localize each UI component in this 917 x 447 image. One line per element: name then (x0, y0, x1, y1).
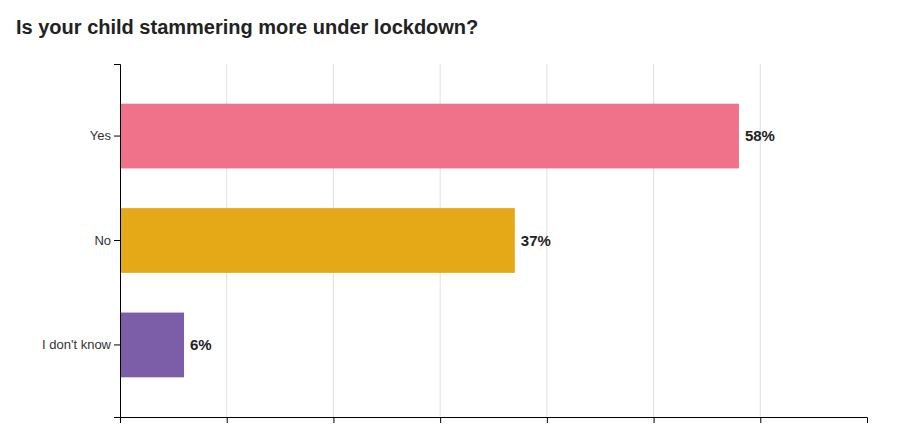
y-tick-mark (114, 136, 120, 137)
y-tick-label: I don't know (42, 337, 112, 352)
title: Is your child stammering more under lock… (16, 16, 478, 38)
y-axis-line (114, 65, 121, 418)
x-tick-mark (333, 417, 334, 423)
y-axis: I don't know No Yes (42, 65, 120, 418)
x-tick-mark (760, 417, 761, 423)
y-tick: No (94, 233, 120, 248)
x-tick (333, 417, 334, 423)
bar (120, 104, 739, 169)
y-tick-mark (114, 344, 120, 345)
x-tick (440, 417, 441, 423)
x-tick (547, 417, 548, 423)
x-tick (654, 417, 655, 423)
x-tick-mark (654, 417, 655, 423)
data-labels: 6% 37% 58% (190, 127, 775, 353)
bars (120, 104, 739, 378)
grid-line (760, 64, 761, 417)
x-tick (227, 417, 228, 423)
y-tick-label: Yes (90, 128, 112, 143)
x-tick (760, 417, 761, 423)
y-tick-label: No (94, 233, 111, 248)
y-tick: Yes (90, 128, 120, 143)
y-tick-mark (114, 240, 120, 241)
x-tick-mark (227, 417, 228, 423)
plot: I don't know No Yes 6% 37% 58% (42, 64, 867, 423)
bar (120, 313, 184, 378)
bar (120, 208, 515, 273)
chart: Is your child stammering more under lock… (0, 0, 917, 447)
x-tick-mark (547, 417, 548, 423)
x-tick-mark (440, 417, 441, 423)
x-axis (121, 417, 868, 423)
data-label: 6% (190, 336, 212, 353)
data-label: 37% (521, 232, 551, 249)
y-tick: I don't know (42, 337, 120, 352)
x-axis-line (121, 418, 868, 424)
data-label: 58% (745, 127, 775, 144)
